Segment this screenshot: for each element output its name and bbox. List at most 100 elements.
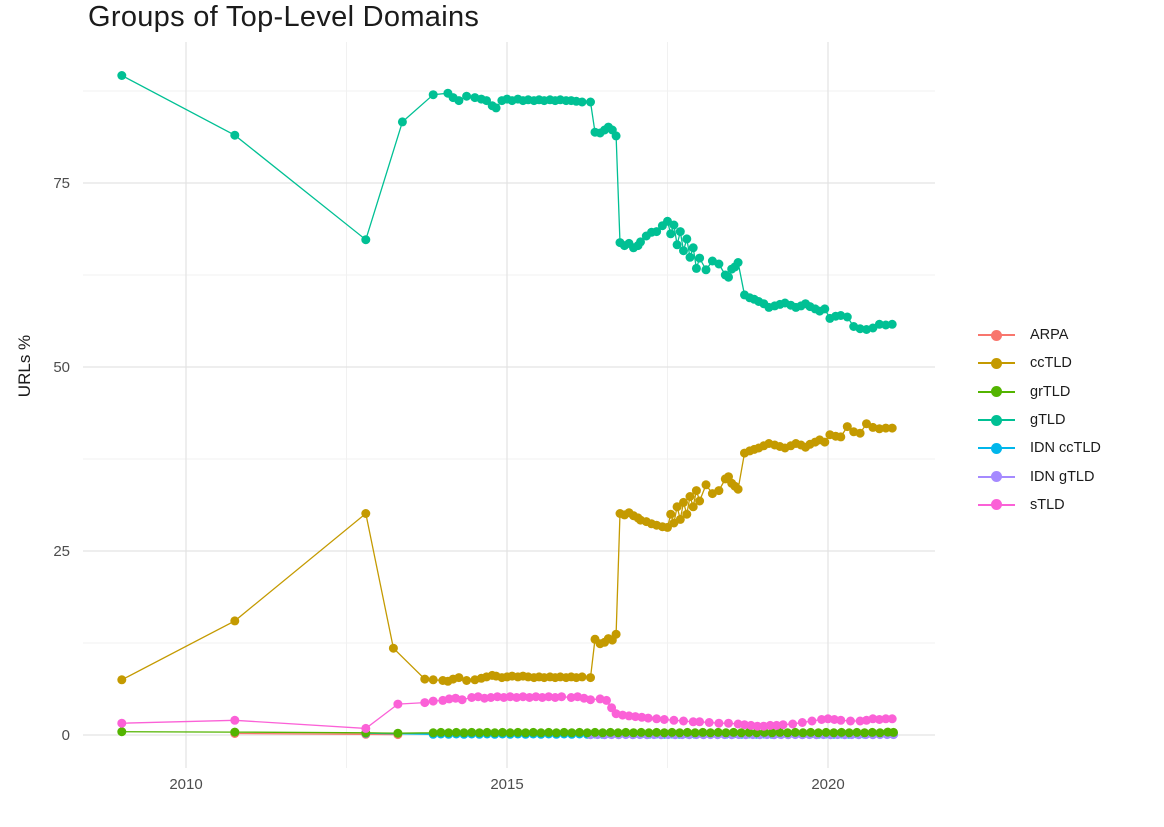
data-point [797, 718, 807, 727]
data-point [521, 728, 531, 738]
y-axis-title: URLs % [15, 334, 34, 398]
data-point [636, 237, 645, 247]
data-point [836, 715, 846, 725]
data-point [701, 265, 711, 275]
data-point [820, 304, 830, 314]
legend-point-icon [991, 442, 1002, 454]
series-sTLD [117, 692, 897, 733]
legend-point-icon [991, 386, 1002, 398]
data-point [230, 130, 240, 140]
data-point [498, 727, 507, 737]
legend-label: ccTLD [1030, 355, 1072, 372]
data-point [577, 97, 587, 107]
x-tick-label: 2020 [811, 776, 844, 793]
data-point [887, 319, 897, 329]
data-point [867, 727, 877, 737]
data-point [644, 728, 654, 738]
data-point [790, 727, 800, 737]
data-point [513, 727, 523, 737]
x-axis-tick-labels: 2010 2015 2020 [169, 776, 844, 793]
data-point [685, 252, 695, 262]
legend-point-icon [991, 499, 1002, 511]
data-point [846, 716, 855, 726]
data-point [420, 674, 430, 684]
data-point [713, 727, 723, 737]
data-point [602, 695, 611, 705]
y-tick-label: 75 [53, 175, 70, 192]
data-point [459, 728, 469, 738]
data-point [652, 227, 662, 237]
legend-label: ARPA [1030, 327, 1069, 344]
data-point [855, 428, 865, 438]
data-point [829, 728, 839, 738]
data-point [852, 727, 862, 737]
data-point [582, 728, 592, 738]
y-tick-label: 25 [53, 543, 70, 560]
data-point [672, 240, 682, 250]
data-point [714, 259, 724, 269]
data-point [643, 713, 653, 723]
data-point [567, 728, 577, 738]
data-point [397, 117, 407, 127]
data-point [733, 258, 743, 267]
data-point [744, 727, 754, 737]
data-point [765, 720, 775, 730]
gridlines-minor [83, 42, 935, 768]
gridlines-major [83, 42, 935, 768]
data-point [586, 673, 595, 683]
data-point [679, 497, 688, 507]
data-point [536, 728, 546, 738]
data-point [528, 727, 538, 737]
legend-key-icon [978, 442, 1015, 455]
data-point [667, 727, 677, 737]
data-point [577, 672, 587, 682]
data-point [881, 423, 891, 433]
data-point [842, 312, 852, 322]
data-point [575, 727, 584, 737]
data-point [820, 437, 830, 447]
legend-point-icon [991, 414, 1002, 426]
x-tick-label: 2015 [490, 776, 523, 793]
data-point [361, 723, 371, 733]
data-point [393, 728, 403, 738]
data-point [467, 727, 477, 737]
data-point [491, 103, 501, 113]
legend-item-cctld: ccTLD [978, 349, 1101, 377]
data-point [706, 728, 715, 738]
data-point [836, 432, 846, 442]
data-point [652, 714, 662, 724]
data-point [611, 131, 621, 141]
data-point [663, 522, 672, 532]
x-tick-label: 2010 [169, 776, 202, 793]
data-point [611, 629, 621, 639]
data-point [230, 616, 240, 626]
data-point [714, 486, 724, 496]
data-point [704, 718, 714, 727]
data-point [544, 727, 554, 737]
legend-label: IDN gTLD [1030, 468, 1095, 485]
data-point [698, 727, 708, 737]
data-point [598, 728, 608, 738]
data-point [740, 720, 749, 730]
data-point [428, 696, 438, 706]
data-point [613, 728, 623, 738]
data-point [752, 721, 762, 731]
data-point [752, 728, 762, 738]
data-point [688, 717, 698, 727]
data-point [428, 728, 438, 738]
legend-key-icon [978, 470, 1015, 483]
data-point [451, 727, 461, 737]
series-grTLD [117, 727, 898, 738]
data-point [806, 727, 816, 737]
data-point [117, 71, 127, 80]
data-point [666, 509, 676, 519]
legend-item-arpa: ARPA [978, 321, 1101, 349]
data-point [701, 480, 711, 490]
data-point [117, 727, 127, 737]
data-point [767, 728, 777, 738]
data-point [690, 728, 700, 738]
data-point [454, 96, 464, 106]
legend-item-grtld: grTLD [978, 378, 1101, 406]
legend-label: IDN ccTLD [1030, 440, 1101, 457]
